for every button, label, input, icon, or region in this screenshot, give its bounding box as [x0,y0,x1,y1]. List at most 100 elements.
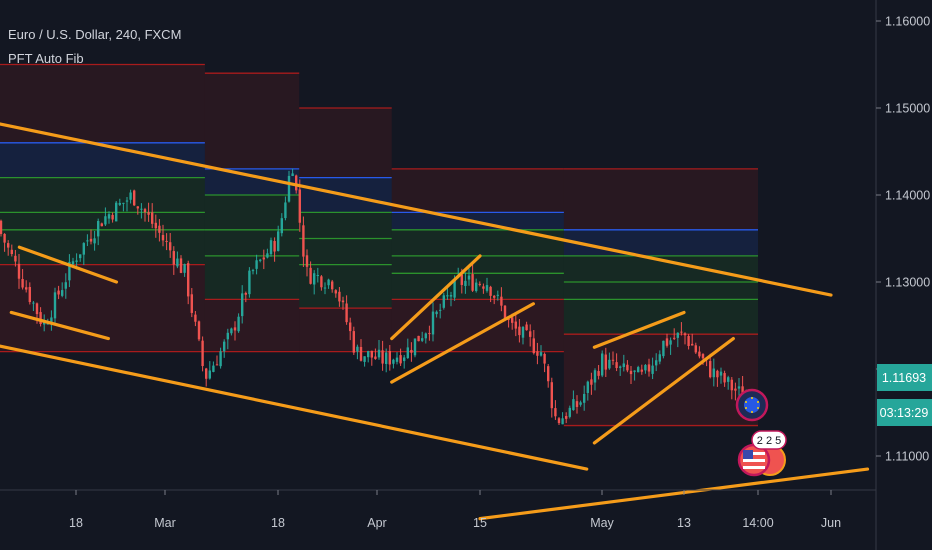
price-axis[interactable]: 1.160001.150001.140001.130001.120001.110… [876,15,930,464]
trendline[interactable] [390,254,482,341]
candle-body[interactable] [590,379,593,385]
candle-body[interactable] [215,364,219,366]
candle-body[interactable] [413,338,417,356]
candle-body[interactable] [604,354,607,370]
candle-body[interactable] [35,303,39,315]
candle-body[interactable] [579,402,582,405]
candle-body[interactable] [129,192,132,200]
candle-body[interactable] [359,346,363,361]
candle-body[interactable] [302,225,305,257]
candle-body[interactable] [428,333,431,335]
candle-body[interactable] [543,353,546,364]
candle-body[interactable] [100,223,103,227]
candle-body[interactable] [611,359,615,361]
candle-body[interactable] [601,353,604,376]
candle-body[interactable] [71,261,75,265]
candle-body[interactable] [561,418,564,425]
candle-body[interactable] [633,370,636,372]
candle-body[interactable] [435,311,438,315]
candle-body[interactable] [665,338,669,346]
candle-body[interactable] [723,373,726,383]
candle-body[interactable] [323,287,327,289]
chart-title[interactable]: Euro / U.S. Dollar, 240, FXCM [8,27,182,42]
candle-body[interactable] [104,216,107,225]
candle-body[interactable] [651,365,654,374]
candle-body[interactable] [295,175,298,191]
candle-body[interactable] [493,295,496,298]
candle-body[interactable] [737,386,741,389]
candle-body[interactable] [125,200,129,202]
candle-body[interactable] [158,225,161,233]
candle-body[interactable] [133,190,136,206]
candle-body[interactable] [61,290,64,296]
candle-body[interactable] [183,263,186,273]
candle-body[interactable] [442,295,445,308]
candle-body[interactable] [453,278,456,298]
candle-body[interactable] [197,321,201,340]
candle-body[interactable] [701,354,705,359]
candle-body[interactable] [568,407,571,417]
candle-body[interactable] [629,370,633,375]
indicator-label[interactable]: PFT Auto Fib [8,51,84,66]
candle-body[interactable] [709,361,712,378]
candle-body[interactable] [694,345,697,353]
candle-body[interactable] [14,255,17,262]
candle-body[interactable] [334,290,337,294]
candle-body[interactable] [237,316,240,332]
candle-body[interactable] [464,280,467,287]
candle-body[interactable] [284,202,287,219]
candle-body[interactable] [201,340,204,367]
candle-body[interactable] [374,356,377,359]
candle-body[interactable] [525,324,528,331]
candle-body[interactable] [331,281,334,290]
candle-body[interactable] [241,293,244,317]
candle-body[interactable] [143,209,147,213]
candle-body[interactable] [691,343,694,346]
candle-body[interactable] [730,379,733,391]
candle-body[interactable] [309,267,312,284]
candle-body[interactable] [514,321,517,329]
candle-body[interactable] [554,408,557,417]
candle-body[interactable] [496,294,499,296]
candle-body[interactable] [687,335,690,346]
candle-body[interactable] [449,295,453,297]
candle-body[interactable] [557,418,561,424]
candle-body[interactable] [266,253,269,258]
candle-body[interactable] [640,369,643,372]
candle-body[interactable] [230,328,233,334]
candle-body[interactable] [161,235,165,241]
candle-body[interactable] [147,212,150,215]
candle-body[interactable] [212,365,215,372]
candle-body[interactable] [305,255,309,267]
candle-body[interactable] [32,302,35,304]
candle-body[interactable] [500,296,503,306]
candle-body[interactable] [572,399,575,411]
candle-body[interactable] [539,352,543,356]
candle-body[interactable] [676,332,679,338]
candle-body[interactable] [727,377,730,382]
candle-body[interactable] [277,231,280,251]
candle-body[interactable] [255,260,258,269]
candle-body[interactable] [21,279,24,288]
candle-body[interactable] [280,218,283,234]
candle-body[interactable] [57,290,60,295]
candle-body[interactable] [313,273,316,285]
candle-body[interactable] [637,367,640,373]
candle-body[interactable] [219,351,222,367]
candle-body[interactable] [410,349,413,353]
candle-body[interactable] [43,322,46,325]
candle-body[interactable] [287,175,291,202]
candle-body[interactable] [367,351,370,358]
candle-body[interactable] [388,350,391,365]
candle-body[interactable] [115,202,118,222]
candle-body[interactable] [615,362,618,369]
candle-body[interactable] [406,347,409,358]
candle-body[interactable] [244,292,247,295]
candle-body[interactable] [86,240,89,242]
candle-body[interactable] [118,202,121,205]
candle-body[interactable] [421,338,424,341]
candle-body[interactable] [298,189,301,223]
candle-body[interactable] [269,240,273,255]
candle-body[interactable] [370,350,373,358]
candle-body[interactable] [0,220,3,234]
